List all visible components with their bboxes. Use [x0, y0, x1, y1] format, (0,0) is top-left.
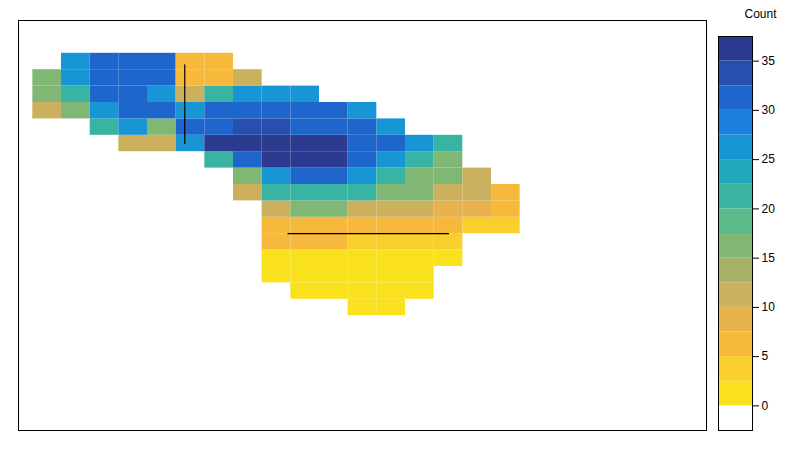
svg-text:25: 25	[762, 152, 776, 166]
svg-text:Count: Count	[744, 7, 777, 21]
svg-text:15: 15	[762, 251, 776, 265]
svg-text:35: 35	[762, 54, 776, 68]
svg-text:10: 10	[762, 300, 776, 314]
svg-text:0: 0	[762, 399, 769, 413]
svg-text:20: 20	[762, 202, 776, 216]
svg-text:30: 30	[762, 103, 776, 117]
svg-text:5: 5	[762, 349, 769, 363]
